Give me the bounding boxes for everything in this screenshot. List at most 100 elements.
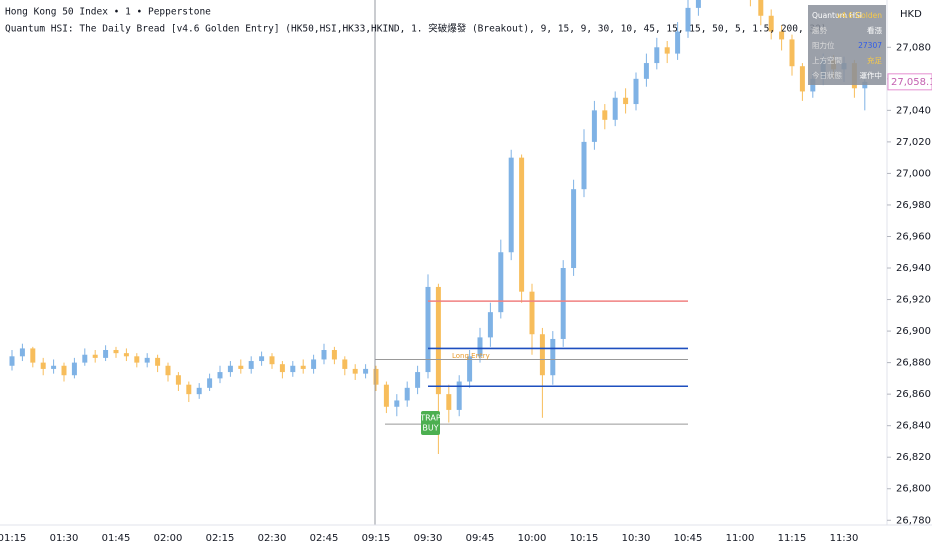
x-tick-label: 11:15	[778, 533, 807, 544]
candle-body	[123, 353, 129, 357]
panel-cell: 27307	[858, 41, 882, 50]
candle-body	[654, 47, 660, 64]
candle-body	[560, 268, 566, 339]
y-tick-label: 26,840	[896, 421, 931, 432]
candle-body	[404, 387, 410, 401]
annotation: BUY	[422, 424, 438, 433]
candle-body	[799, 66, 805, 92]
x-tick-label: 09:45	[466, 533, 495, 544]
y-tick-label: 26,900	[896, 326, 931, 337]
candle-body	[758, 0, 764, 16]
candle-body	[539, 334, 545, 376]
y-tick-label: 27,020	[896, 137, 931, 148]
candle-body	[602, 110, 608, 120]
candle-body	[321, 350, 327, 360]
candle-body	[290, 365, 296, 373]
trap-buy-box	[421, 411, 440, 435]
y-tick-label: 26,920	[896, 295, 931, 306]
x-tick-label: 01:15	[0, 533, 26, 544]
panel-bg	[808, 5, 886, 85]
y-tick-label: 26,800	[896, 484, 931, 495]
candle-body	[30, 348, 36, 363]
chart-title: Hong Kong 50 Index • 1 • Pepperstone	[5, 7, 211, 18]
candle-body	[394, 400, 400, 407]
candle-body	[425, 286, 431, 373]
candle-body	[51, 365, 57, 369]
x-tick-label: 11:00	[726, 533, 755, 544]
x-tick-label: 02:00	[154, 533, 183, 544]
panel-cell: 充足	[867, 55, 882, 65]
currency: HKD	[900, 9, 922, 20]
x-tick-label: 01:30	[50, 533, 79, 544]
candle-body	[862, 81, 868, 89]
candle-body	[810, 78, 816, 92]
candle-body	[519, 157, 525, 292]
x-tick-label: 10:45	[674, 533, 703, 544]
candle-body	[196, 387, 202, 395]
candle-body	[446, 394, 452, 410]
candle-body	[269, 356, 275, 365]
candle-body	[623, 97, 629, 105]
candle-body	[685, 7, 691, 32]
candle-body	[207, 378, 213, 388]
x-tick-label: 02:30	[258, 533, 287, 544]
panel-cell: v4.6 Golden	[837, 11, 883, 20]
y-tick-label: 27,000	[896, 168, 931, 179]
candle-body	[373, 368, 379, 385]
candle-body	[259, 356, 265, 362]
panel-cell: Quantum HSI	[812, 11, 862, 20]
candle-body	[19, 348, 25, 357]
annotation: Long Entry	[452, 352, 490, 360]
panel-cell: 今日狀態	[812, 70, 842, 80]
candle-body	[363, 368, 369, 374]
candle-body	[435, 286, 441, 395]
x-tick-label: 09:30	[414, 533, 443, 544]
candle-body	[92, 354, 98, 358]
last-price-label: 27,058.1	[891, 77, 932, 88]
candle-body	[456, 381, 462, 410]
candle-body	[279, 364, 285, 373]
candle-body	[487, 312, 493, 338]
candle-body	[186, 384, 192, 395]
panel-cell: 阻力位	[812, 40, 835, 50]
panel-cell: 看漲	[867, 26, 882, 35]
candle-body	[311, 359, 317, 369]
candle-body	[571, 189, 577, 269]
indicator-legend: Quantum HSI: The Daily Bread [v4.6 Golde…	[5, 23, 827, 35]
candle-body	[248, 361, 254, 369]
x-tick-label: 11:30	[830, 533, 859, 544]
candle-body	[40, 362, 46, 369]
candle-body	[768, 15, 774, 32]
x-tick-label: 10:15	[570, 533, 599, 544]
y-tick-label: 26,860	[896, 389, 931, 400]
candle-body	[508, 157, 514, 253]
candle-body	[581, 141, 587, 190]
y-tick-label: 26,820	[896, 452, 931, 463]
y-tick-label: 27,040	[896, 105, 931, 116]
y-tick-label: 26,940	[896, 263, 931, 274]
x-tick-label: 10:00	[518, 533, 547, 544]
x-tick-label: 01:45	[102, 533, 131, 544]
candle-body	[9, 356, 15, 366]
candle-body	[175, 375, 181, 385]
candle-body	[612, 97, 618, 120]
candle-body	[467, 356, 473, 382]
candle-body	[227, 365, 233, 373]
y-tick-label: 26,780	[896, 515, 931, 526]
candle-body	[155, 357, 161, 366]
candle-body	[477, 337, 483, 357]
candle-body	[113, 350, 119, 354]
y-tick-label: 26,980	[896, 200, 931, 211]
candle-body	[134, 356, 140, 363]
candle-body	[529, 291, 535, 335]
candle-body	[591, 110, 597, 142]
candle-body	[82, 354, 88, 363]
candle-body	[217, 372, 223, 379]
candle-body	[331, 350, 337, 360]
y-tick-label: 27,080	[896, 42, 931, 53]
candle-body	[498, 252, 504, 313]
annotation: TRAP	[419, 414, 441, 423]
x-tick-label: 02:45	[310, 533, 339, 544]
